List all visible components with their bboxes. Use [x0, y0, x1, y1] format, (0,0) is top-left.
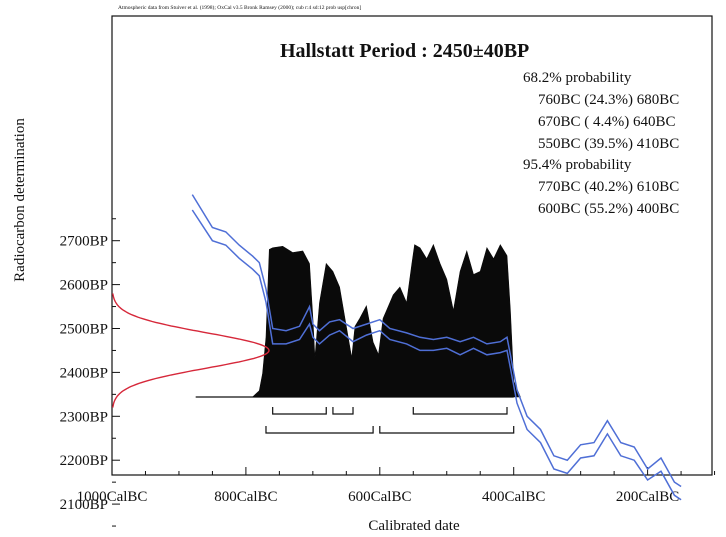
x-tick-label: 1000CalBC	[77, 489, 148, 505]
range-95-bracket	[265, 426, 374, 434]
probability-text: 68.2% probability 760BC (24.3%) 680BC 670B…	[523, 70, 679, 217]
range-68-bracket	[332, 407, 354, 415]
prob-range-line: 670BC ( 4.4%) 640BC	[538, 114, 676, 130]
axes	[111, 15, 713, 476]
y-tick-label: 2400BP	[60, 365, 108, 381]
x-tick-label: 800CalBC	[214, 489, 277, 505]
range-68-bracket	[412, 407, 508, 415]
prob-95-heading: 95.4% probability	[523, 157, 632, 173]
calibration-lower-line	[191, 209, 682, 501]
range-68-bracket	[272, 407, 327, 415]
prob-range-line: 760BC (24.3%) 680BC	[538, 92, 679, 108]
measurement-curve	[112, 293, 270, 408]
calibration-upper-line	[191, 194, 682, 488]
range-brackets	[265, 407, 515, 434]
y-tick-label: 2600BP	[60, 278, 108, 294]
y-tick-label: 2100BP	[60, 497, 108, 513]
distribution-area	[252, 243, 521, 398]
plot-frame	[111, 15, 713, 476]
y-tick-label: 2700BP	[60, 234, 108, 250]
y-axis-label: Radiocarbon determination	[12, 118, 28, 282]
range-95-bracket	[379, 426, 515, 434]
measurement-gaussian	[112, 293, 270, 408]
x-axis-label: Calibrated date	[368, 518, 460, 534]
prob-range-line: 770BC (40.2%) 610BC	[538, 179, 679, 195]
x-tick-label: 200CalBC	[616, 489, 679, 505]
prob-range-line: 600BC (55.2%) 400BC	[538, 201, 679, 217]
probability-distribution	[195, 243, 521, 398]
prob-68-heading: 68.2% probability	[523, 70, 632, 86]
y-tick-label: 2300BP	[60, 409, 108, 425]
ticks: 1000CalBC 800CalBC 600CalBC 400CalBC 200CalB…	[60, 218, 716, 527]
x-tick-label: 600CalBC	[348, 489, 411, 505]
source-note: Atmospheric data from Stuiver et al. (19…	[118, 4, 361, 11]
calibration-curve	[191, 194, 682, 501]
y-tick-label: 2200BP	[60, 453, 108, 469]
x-tick-label: 400CalBC	[482, 489, 545, 505]
y-tick-label: 2500BP	[60, 322, 108, 338]
chart-title: Hallstatt Period : 2450±40BP	[280, 40, 529, 62]
prob-range-line: 550BC (39.5%) 410BC	[538, 136, 679, 152]
